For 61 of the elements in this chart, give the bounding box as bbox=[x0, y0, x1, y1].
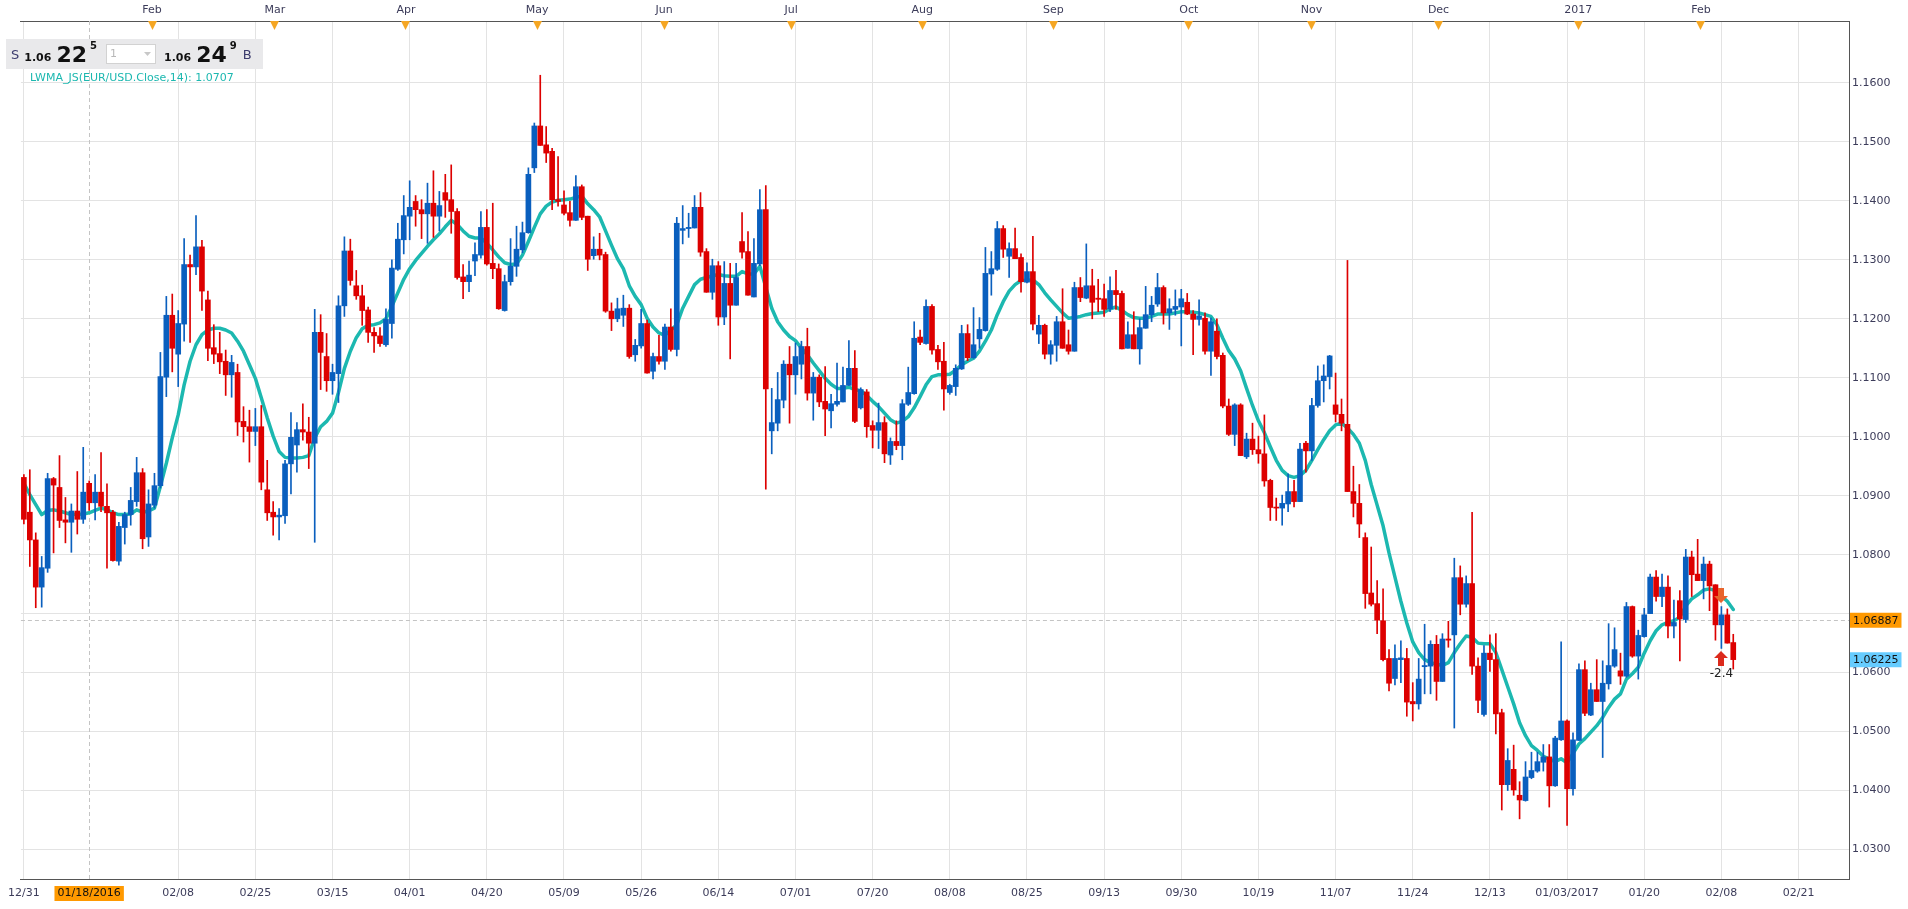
y-tick-label: 1.1200 bbox=[1852, 311, 1891, 325]
y-tick-label: 1.0600 bbox=[1852, 665, 1891, 679]
x2-tick-label: Feb bbox=[1691, 3, 1711, 17]
x-tick-label: 01/20 bbox=[1628, 886, 1661, 900]
y-tick-label: 1.0800 bbox=[1852, 547, 1891, 561]
x-tick-label: 12/13 bbox=[1474, 886, 1506, 900]
x-tick-label: 05/09 bbox=[548, 886, 580, 900]
x-tick-label: 10/19 bbox=[1242, 886, 1275, 900]
x-tick-label: 08/08 bbox=[933, 886, 966, 900]
y-tick-label: 1.0500 bbox=[1852, 724, 1891, 738]
x-tick-label: 04/01 bbox=[393, 886, 426, 900]
x2-tick-label: Dec bbox=[1427, 3, 1450, 17]
x2-tick-label: Oct bbox=[1179, 3, 1200, 17]
x-tick-label: 07/20 bbox=[856, 886, 889, 900]
x-tick-label: 02/21 bbox=[1782, 886, 1815, 900]
x-tick-label: 08/25 bbox=[1011, 886, 1043, 900]
x-tick-label: 05/26 bbox=[625, 886, 658, 900]
x-tick-label: 11/24 bbox=[1396, 886, 1429, 900]
ref-line-label: 1.06887 bbox=[1853, 613, 1899, 627]
y-tick-label: 1.0300 bbox=[1852, 842, 1891, 856]
x-tick-label: 07/01 bbox=[779, 886, 812, 900]
x-tick-label: 03/15 bbox=[316, 886, 349, 900]
x-tick-label: 09/30 bbox=[1165, 886, 1198, 900]
x-tick-label: 09/13 bbox=[1088, 886, 1120, 900]
y-tick-label: 1.0400 bbox=[1852, 783, 1891, 797]
x2-tick-label: Aug bbox=[911, 3, 934, 17]
x2-tick-label: May bbox=[525, 3, 550, 17]
y-tick-label: 1.1000 bbox=[1852, 429, 1891, 443]
x-tick-label: 02/25 bbox=[239, 886, 272, 900]
annotation: 1.06 bbox=[164, 51, 192, 64]
x2-tick-label: Nov bbox=[1300, 3, 1323, 17]
x2-tick-label: Mar bbox=[264, 3, 286, 17]
annotation: 1.06 bbox=[24, 51, 52, 64]
x2-tick-label: 2017 bbox=[1564, 3, 1593, 17]
x-tick-label: 02/08 bbox=[1705, 886, 1738, 900]
y-tick-label: 1.1100 bbox=[1852, 370, 1891, 384]
text: 1.06225 bbox=[1853, 652, 1899, 666]
x-tick-label: 12/31 bbox=[8, 886, 40, 900]
x2-tick-label: Feb bbox=[142, 3, 162, 17]
x2-tick-label: Sep bbox=[1043, 3, 1064, 17]
y-tick-label: 1.0900 bbox=[1852, 488, 1891, 502]
x2-tick-label: Jun bbox=[654, 3, 673, 17]
x-tick-label: 04/20 bbox=[470, 886, 503, 900]
x-tick-label: 01/03/2017 bbox=[1535, 886, 1599, 900]
x-tick-label: 01/18/2016 bbox=[57, 886, 121, 900]
annotation: B bbox=[242, 46, 252, 62]
y-tick-label: 1.1300 bbox=[1852, 252, 1891, 266]
y-tick-label: 1.1400 bbox=[1852, 193, 1891, 207]
x-tick-label: 02/08 bbox=[162, 886, 195, 900]
annotation: -2.4 bbox=[1709, 665, 1734, 680]
text: S bbox=[11, 46, 20, 62]
x-tick-label: 06/14 bbox=[702, 886, 735, 900]
y-tick-label: 1.1600 bbox=[1852, 75, 1891, 89]
annotation: 22$^{5}$ bbox=[56, 39, 97, 67]
y-tick-label: 1.1500 bbox=[1852, 134, 1891, 148]
x2-tick-label: Jul bbox=[783, 3, 798, 17]
number-field: 1 bbox=[106, 44, 156, 64]
x-tick-label: 11/07 bbox=[1319, 886, 1352, 900]
annotation: 24$^{9}$ bbox=[196, 39, 237, 67]
text: LWMA_JS(EUR/USD.Close,14): 1.0707 bbox=[29, 71, 234, 85]
x2-tick-label: Apr bbox=[396, 3, 416, 17]
